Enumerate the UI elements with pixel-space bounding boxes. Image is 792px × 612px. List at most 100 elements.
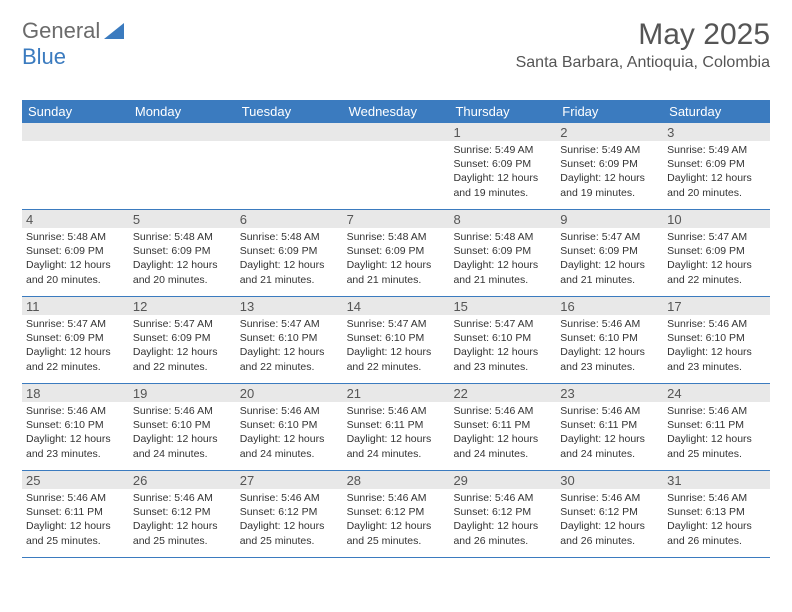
sunrise-text: Sunrise: 5:46 AM <box>667 404 766 418</box>
day-number <box>343 123 450 141</box>
sunset-text: Sunset: 6:12 PM <box>347 505 446 519</box>
day-cell: 3Sunrise: 5:49 AMSunset: 6:09 PMDaylight… <box>663 123 770 209</box>
day-number: 11 <box>22 297 129 315</box>
sunrise-text: Sunrise: 5:46 AM <box>560 404 659 418</box>
sunrise-text: Sunrise: 5:49 AM <box>667 143 766 157</box>
day-cell: 13Sunrise: 5:47 AMSunset: 6:10 PMDayligh… <box>236 297 343 383</box>
week-row: 4Sunrise: 5:48 AMSunset: 6:09 PMDaylight… <box>22 210 770 297</box>
sunrise-text: Sunrise: 5:46 AM <box>133 404 232 418</box>
sunset-text: Sunset: 6:11 PM <box>347 418 446 432</box>
daylight-text: Daylight: 12 hours and 24 minutes. <box>560 432 659 460</box>
day-body: Sunrise: 5:46 AMSunset: 6:13 PMDaylight:… <box>663 489 770 552</box>
day-body: Sunrise: 5:47 AMSunset: 6:09 PMDaylight:… <box>22 315 129 378</box>
day-body <box>129 141 236 201</box>
day-body: Sunrise: 5:47 AMSunset: 6:09 PMDaylight:… <box>129 315 236 378</box>
day-body: Sunrise: 5:47 AMSunset: 6:09 PMDaylight:… <box>556 228 663 291</box>
week-row: 1Sunrise: 5:49 AMSunset: 6:09 PMDaylight… <box>22 123 770 210</box>
day-body: Sunrise: 5:47 AMSunset: 6:09 PMDaylight:… <box>663 228 770 291</box>
day-number: 12 <box>129 297 236 315</box>
day-number: 25 <box>22 471 129 489</box>
sunset-text: Sunset: 6:12 PM <box>453 505 552 519</box>
empty-cell <box>22 123 129 209</box>
daylight-text: Daylight: 12 hours and 23 minutes. <box>453 345 552 373</box>
daylight-text: Daylight: 12 hours and 20 minutes. <box>133 258 232 286</box>
sunset-text: Sunset: 6:10 PM <box>240 418 339 432</box>
sunset-text: Sunset: 6:10 PM <box>26 418 125 432</box>
sunrise-text: Sunrise: 5:46 AM <box>240 404 339 418</box>
sunrise-text: Sunrise: 5:47 AM <box>347 317 446 331</box>
day-number: 24 <box>663 384 770 402</box>
logo-triangle-icon <box>104 23 124 39</box>
day-cell: 28Sunrise: 5:46 AMSunset: 6:12 PMDayligh… <box>343 471 450 557</box>
week-row: 11Sunrise: 5:47 AMSunset: 6:09 PMDayligh… <box>22 297 770 384</box>
daylight-text: Daylight: 12 hours and 21 minutes. <box>240 258 339 286</box>
calendar-page: General May 2025 Santa Barbara, Antioqui… <box>0 0 792 568</box>
day-number: 3 <box>663 123 770 141</box>
day-cell: 14Sunrise: 5:47 AMSunset: 6:10 PMDayligh… <box>343 297 450 383</box>
day-cell: 19Sunrise: 5:46 AMSunset: 6:10 PMDayligh… <box>129 384 236 470</box>
day-number: 19 <box>129 384 236 402</box>
sunset-text: Sunset: 6:10 PM <box>453 331 552 345</box>
calendar-grid: SundayMondayTuesdayWednesdayThursdayFrid… <box>22 100 770 558</box>
sunrise-text: Sunrise: 5:46 AM <box>667 491 766 505</box>
sunrise-text: Sunrise: 5:48 AM <box>240 230 339 244</box>
day-body: Sunrise: 5:46 AMSunset: 6:12 PMDaylight:… <box>343 489 450 552</box>
daylight-text: Daylight: 12 hours and 24 minutes. <box>347 432 446 460</box>
day-number: 5 <box>129 210 236 228</box>
sunset-text: Sunset: 6:12 PM <box>240 505 339 519</box>
sunset-text: Sunset: 6:09 PM <box>240 244 339 258</box>
day-header: Friday <box>556 100 663 123</box>
sunrise-text: Sunrise: 5:46 AM <box>347 491 446 505</box>
sunset-text: Sunset: 6:09 PM <box>560 157 659 171</box>
daylight-text: Daylight: 12 hours and 21 minutes. <box>560 258 659 286</box>
empty-cell <box>343 123 450 209</box>
day-header: Wednesday <box>343 100 450 123</box>
daylight-text: Daylight: 12 hours and 25 minutes. <box>240 519 339 547</box>
sunset-text: Sunset: 6:11 PM <box>453 418 552 432</box>
sunset-text: Sunset: 6:11 PM <box>667 418 766 432</box>
location-text: Santa Barbara, Antioquia, Colombia <box>516 54 770 72</box>
daylight-text: Daylight: 12 hours and 25 minutes. <box>133 519 232 547</box>
day-body: Sunrise: 5:47 AMSunset: 6:10 PMDaylight:… <box>343 315 450 378</box>
day-header: Saturday <box>663 100 770 123</box>
sunrise-text: Sunrise: 5:48 AM <box>453 230 552 244</box>
month-title: May 2025 <box>516 18 770 52</box>
title-block: May 2025 Santa Barbara, Antioquia, Colom… <box>516 18 770 72</box>
sunrise-text: Sunrise: 5:47 AM <box>240 317 339 331</box>
sunrise-text: Sunrise: 5:47 AM <box>453 317 552 331</box>
day-body: Sunrise: 5:46 AMSunset: 6:12 PMDaylight:… <box>449 489 556 552</box>
sunset-text: Sunset: 6:10 PM <box>667 331 766 345</box>
day-cell: 23Sunrise: 5:46 AMSunset: 6:11 PMDayligh… <box>556 384 663 470</box>
day-body: Sunrise: 5:46 AMSunset: 6:10 PMDaylight:… <box>556 315 663 378</box>
logo: General <box>22 18 126 44</box>
day-body: Sunrise: 5:46 AMSunset: 6:11 PMDaylight:… <box>663 402 770 465</box>
day-cell: 20Sunrise: 5:46 AMSunset: 6:10 PMDayligh… <box>236 384 343 470</box>
day-number <box>22 123 129 141</box>
daylight-text: Daylight: 12 hours and 24 minutes. <box>133 432 232 460</box>
sunset-text: Sunset: 6:10 PM <box>240 331 339 345</box>
day-cell: 16Sunrise: 5:46 AMSunset: 6:10 PMDayligh… <box>556 297 663 383</box>
day-cell: 31Sunrise: 5:46 AMSunset: 6:13 PMDayligh… <box>663 471 770 557</box>
day-cell: 11Sunrise: 5:47 AMSunset: 6:09 PMDayligh… <box>22 297 129 383</box>
day-cell: 5Sunrise: 5:48 AMSunset: 6:09 PMDaylight… <box>129 210 236 296</box>
sunrise-text: Sunrise: 5:48 AM <box>26 230 125 244</box>
sunrise-text: Sunrise: 5:46 AM <box>133 491 232 505</box>
sunset-text: Sunset: 6:09 PM <box>453 244 552 258</box>
sunrise-text: Sunrise: 5:46 AM <box>667 317 766 331</box>
day-number: 23 <box>556 384 663 402</box>
sunset-text: Sunset: 6:09 PM <box>133 331 232 345</box>
day-body: Sunrise: 5:48 AMSunset: 6:09 PMDaylight:… <box>129 228 236 291</box>
week-row: 25 Sunrise: 5:46 AM Sunset: 6:11 PM Dayligh… <box>22 471 770 558</box>
day-number: 28 <box>343 471 450 489</box>
sunset-text: Sunset: 6:10 PM <box>560 331 659 345</box>
day-number: 31 <box>663 471 770 489</box>
sunset-text: Sunset: 6:09 PM <box>26 244 125 258</box>
day-body: Sunrise: 5:49 AMSunset: 6:09 PMDaylight:… <box>663 141 770 204</box>
day-cell: 4Sunrise: 5:48 AMSunset: 6:09 PMDaylight… <box>22 210 129 296</box>
day-cell: 7Sunrise: 5:48 AMSunset: 6:09 PMDaylight… <box>343 210 450 296</box>
sunrise-text: Sunrise: 5:49 AM <box>453 143 552 157</box>
day-body: Sunrise: 5:48 AMSunset: 6:09 PMDaylight:… <box>236 228 343 291</box>
day-body: Sunrise: 5:48 AMSunset: 6:09 PMDaylight:… <box>449 228 556 291</box>
sunset-text: Sunset: 6:11 PM <box>26 505 125 519</box>
day-number: 4 <box>22 210 129 228</box>
